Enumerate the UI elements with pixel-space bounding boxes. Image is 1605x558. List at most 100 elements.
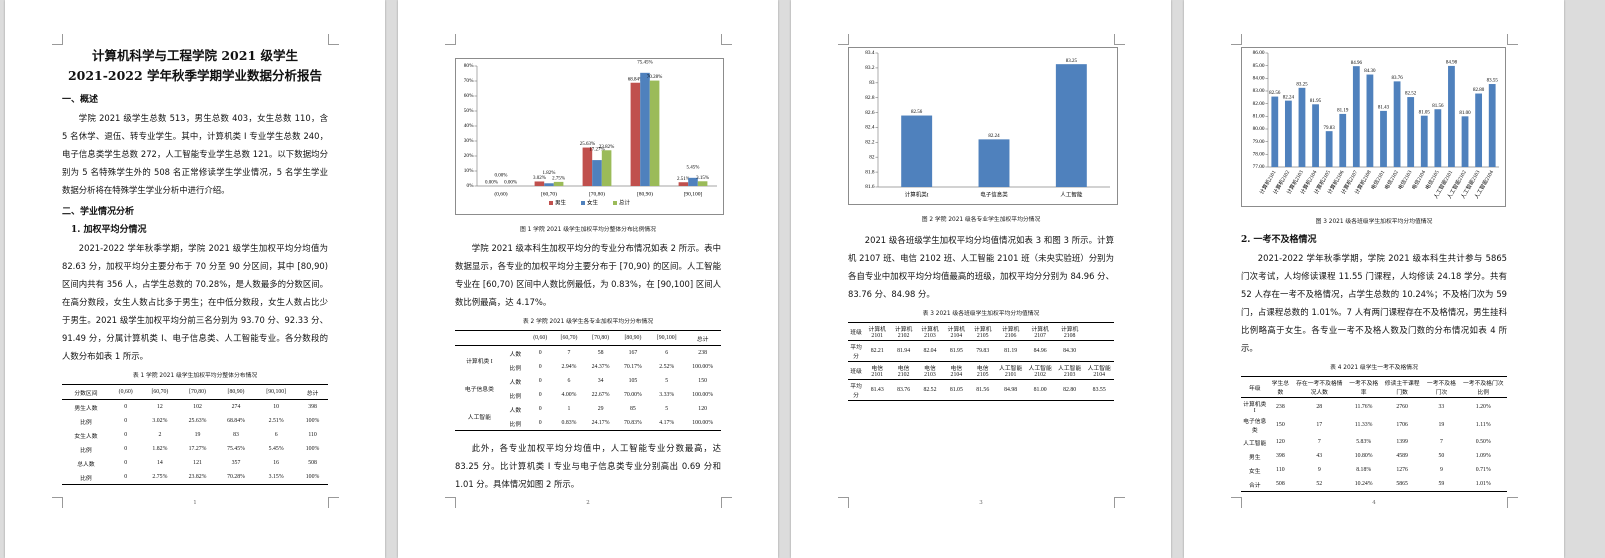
table-row: 电子信息类 人数 0 6 34 105 5 150 bbox=[455, 374, 721, 393]
corner-mark bbox=[328, 34, 339, 45]
page-content: 81.6 81.8 82 82.2 82.4 82.6 82.8 83 83.2 83.4 计算机类… bbox=[848, 47, 1118, 401]
heading: 2. 一考不及格情况 bbox=[1241, 235, 1317, 245]
bar bbox=[534, 181, 545, 186]
table-row: 年级 学生总数 存在一考不及格情况人数 一考不及格率 修读主干课程门数 一考不及格门次 一考… bbox=[1241, 377, 1507, 398]
table-cell: 计算机类 I bbox=[1243, 402, 1267, 414]
x-tick-label: [70,80) bbox=[589, 190, 605, 197]
table-cell: 81.95 bbox=[949, 348, 963, 354]
y-tick-label: 83.4 bbox=[865, 50, 875, 56]
value-label: 17.27% bbox=[589, 148, 604, 153]
table-cell: 28 bbox=[1316, 403, 1323, 410]
header-cell: 一考不及格门次比例 bbox=[1462, 381, 1504, 396]
corner-mark bbox=[1114, 497, 1125, 508]
table-row: 计算机类 I 人数 0 7 58 167 6 238 bbox=[455, 346, 721, 365]
table-cell: 10.80% bbox=[1354, 453, 1373, 459]
y-tick-label: 83.2 bbox=[865, 65, 875, 71]
value-label: 84.30 bbox=[1364, 69, 1376, 74]
header-cell: [70,80) bbox=[592, 335, 610, 341]
table-cell: 0.50% bbox=[1475, 439, 1491, 445]
table-cell: 平均分 bbox=[850, 345, 862, 360]
table-cell: 4589 bbox=[1396, 453, 1408, 459]
table-cell: 14 bbox=[157, 460, 163, 466]
legend-swatch bbox=[549, 201, 553, 205]
table-cell: 82.04 bbox=[923, 348, 937, 354]
table-cell: 508 bbox=[1276, 481, 1285, 487]
header-cell: 一考不及格率 bbox=[1349, 381, 1379, 396]
table-cell: 6 bbox=[665, 350, 669, 356]
legend-label: 总计 bbox=[619, 198, 631, 206]
y-tick-label: 20% bbox=[464, 153, 474, 159]
table-cell: 8.18% bbox=[1356, 467, 1372, 473]
table-cell: 7 bbox=[567, 350, 571, 356]
table-cell: 81.05 bbox=[949, 387, 963, 393]
value-label: 84.96 bbox=[1351, 61, 1363, 66]
table-row: 比例 0 1.82% 17.27% 75.45% 5.45% 100% bbox=[62, 442, 328, 456]
table-cell: 5.83% bbox=[1356, 439, 1372, 445]
x-tick-label: 人工智能 bbox=[1060, 190, 1083, 198]
value-label: 82.56 bbox=[1269, 91, 1281, 96]
group-cell: 计算机类 I bbox=[466, 358, 493, 365]
table-cell: 总人数 bbox=[77, 461, 95, 468]
corner-mark bbox=[1507, 497, 1518, 508]
page-number: 3 bbox=[979, 500, 983, 506]
table-cell: 比例 bbox=[509, 421, 522, 428]
table-cell: 7 bbox=[1439, 439, 1443, 445]
corner-mark bbox=[1114, 34, 1125, 45]
table-cell: 100% bbox=[305, 474, 320, 480]
table-caption: 表 1 学院 2021 级学生加权平均分整体分布情况 bbox=[132, 373, 258, 379]
table-cell: 比例 bbox=[509, 365, 522, 372]
table-cell: 3.02% bbox=[152, 418, 168, 424]
y-tick-label: 0% bbox=[466, 183, 474, 189]
bar bbox=[678, 182, 689, 186]
header-cell: 一考不及格门次 bbox=[1426, 381, 1456, 396]
legend-swatch bbox=[613, 201, 617, 205]
table-row: (0,60) [60,70) [70,80) [80,90) [90,100] 总计 bbox=[455, 331, 721, 346]
value-label: 1.82% bbox=[543, 171, 556, 176]
y-tick-label: 77.00 bbox=[1253, 164, 1265, 170]
page-content: 77.00 78.00 79.00 80.00 81.00 82.00 83.00 84.00… bbox=[1241, 47, 1507, 492]
y-tick-label: 80% bbox=[464, 63, 474, 69]
heading: 1. 加权平均分情况 bbox=[71, 225, 147, 235]
table-cell: 81.94 bbox=[897, 348, 911, 354]
table-row: 男生 398 43 10.80% 4589 50 1.09% bbox=[1241, 449, 1507, 463]
bar bbox=[688, 177, 698, 186]
y-tick-label: 30% bbox=[464, 138, 474, 144]
table-row: 比例 0 4.00% 22.67% 70.00% 3.33% 100.00% bbox=[455, 388, 721, 402]
table-cell: 合计 bbox=[1248, 482, 1261, 489]
value-label: 82.52 bbox=[1405, 92, 1417, 97]
table-cell: 计算机 2105 bbox=[974, 327, 992, 339]
table-cell: 4.17% bbox=[659, 420, 675, 426]
table-cell: 11.33% bbox=[1354, 422, 1373, 428]
table-cell: 计算机 2101 bbox=[868, 327, 886, 339]
table-cell: 电信 2102 bbox=[897, 366, 910, 378]
header-cell: 总计 bbox=[306, 390, 319, 397]
table-head: (0,60) [60,70) [70,80) [80,90) [90,100] 总计 bbox=[455, 331, 721, 346]
table-body: 班级 计算机 2101 计算机 2102 计算机 2103 计算机 2104 计算机 21… bbox=[848, 323, 1114, 401]
table-row: 比例 0 2.94% 24.37% 70.17% 2.52% 100.00% bbox=[455, 360, 721, 374]
table-cell: 102 bbox=[193, 404, 202, 410]
value-label: 83.25 bbox=[1296, 82, 1308, 87]
table-cell: 0.83% bbox=[561, 420, 577, 426]
value-label: 23.82% bbox=[599, 145, 614, 150]
table-cell: 19 bbox=[1438, 422, 1445, 428]
table-cell: 班级 bbox=[850, 330, 862, 336]
page: 0% 10% 20% 30% 40% 50% 60% 70% 80% (0,60) [60,70) [… bbox=[398, 0, 778, 558]
table-body: 计算机类 I 人数 0 7 58 167 6 238 比例 0 2.94% 24.37% 70.17% 2… bbox=[455, 346, 721, 431]
corner-mark bbox=[721, 34, 732, 45]
table-cell: 0 bbox=[124, 474, 128, 480]
corner-mark bbox=[1507, 34, 1518, 45]
table-row: 比例 0 3.02% 25.63% 68.84% 2.51% 100% bbox=[62, 414, 328, 428]
table-cell: 计算机 2104 bbox=[947, 327, 966, 339]
table-cell: 17 bbox=[1316, 422, 1323, 428]
table-cell: 人数 bbox=[509, 379, 522, 386]
figure-caption: 图 2 学院 2021 级各专业学生加权平均分情况 bbox=[921, 217, 1041, 223]
table-cell: 398 bbox=[1276, 453, 1285, 459]
page-content: 0% 10% 20% 30% 40% 50% 60% 70% 80% (0,60) [60,70) [… bbox=[455, 58, 724, 493]
table-cell: 398 bbox=[308, 404, 317, 410]
paragraph: 此外，各专业加权平均分均值中，人工智能专业分数最高，达 83.25 分。比计算机… bbox=[455, 443, 721, 489]
table-cell: 70.17% bbox=[624, 364, 642, 370]
y-tick-label: 10% bbox=[464, 168, 474, 174]
bar bbox=[1325, 131, 1333, 167]
bar bbox=[1475, 93, 1483, 167]
table-cell: 508 bbox=[308, 460, 317, 466]
